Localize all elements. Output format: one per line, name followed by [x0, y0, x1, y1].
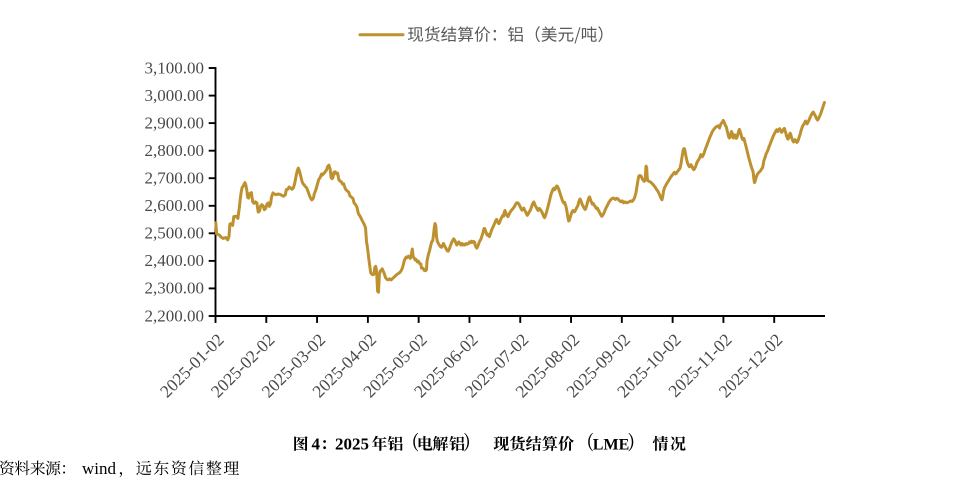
svg-text:2,300.00: 2,300.00 [145, 279, 205, 298]
svg-text:2,700.00: 2,700.00 [145, 169, 205, 188]
svg-text:2,900.00: 2,900.00 [145, 113, 205, 132]
svg-text:2,500.00: 2,500.00 [145, 224, 205, 243]
svg-text:2,600.00: 2,600.00 [145, 196, 205, 215]
svg-text:2,800.00: 2,800.00 [145, 141, 205, 160]
svg-text:2025: 2025 [335, 435, 369, 454]
svg-text:wind: wind [82, 459, 117, 478]
svg-text:3,100.00: 3,100.00 [145, 58, 205, 77]
svg-text:2,200.00: 2,200.00 [145, 306, 205, 325]
svg-text:2,400.00: 2,400.00 [145, 251, 205, 270]
svg-text:3,000.00: 3,000.00 [145, 86, 205, 105]
svg-text:4: 4 [312, 435, 321, 454]
svg-text:LME: LME [593, 437, 629, 454]
